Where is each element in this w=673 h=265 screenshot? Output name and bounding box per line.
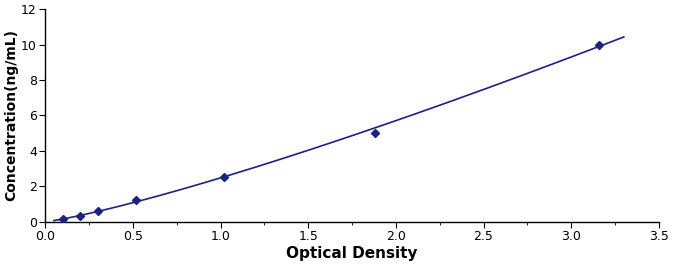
X-axis label: Optical Density: Optical Density xyxy=(286,246,418,261)
Y-axis label: Concentration(ng/mL): Concentration(ng/mL) xyxy=(4,29,18,201)
